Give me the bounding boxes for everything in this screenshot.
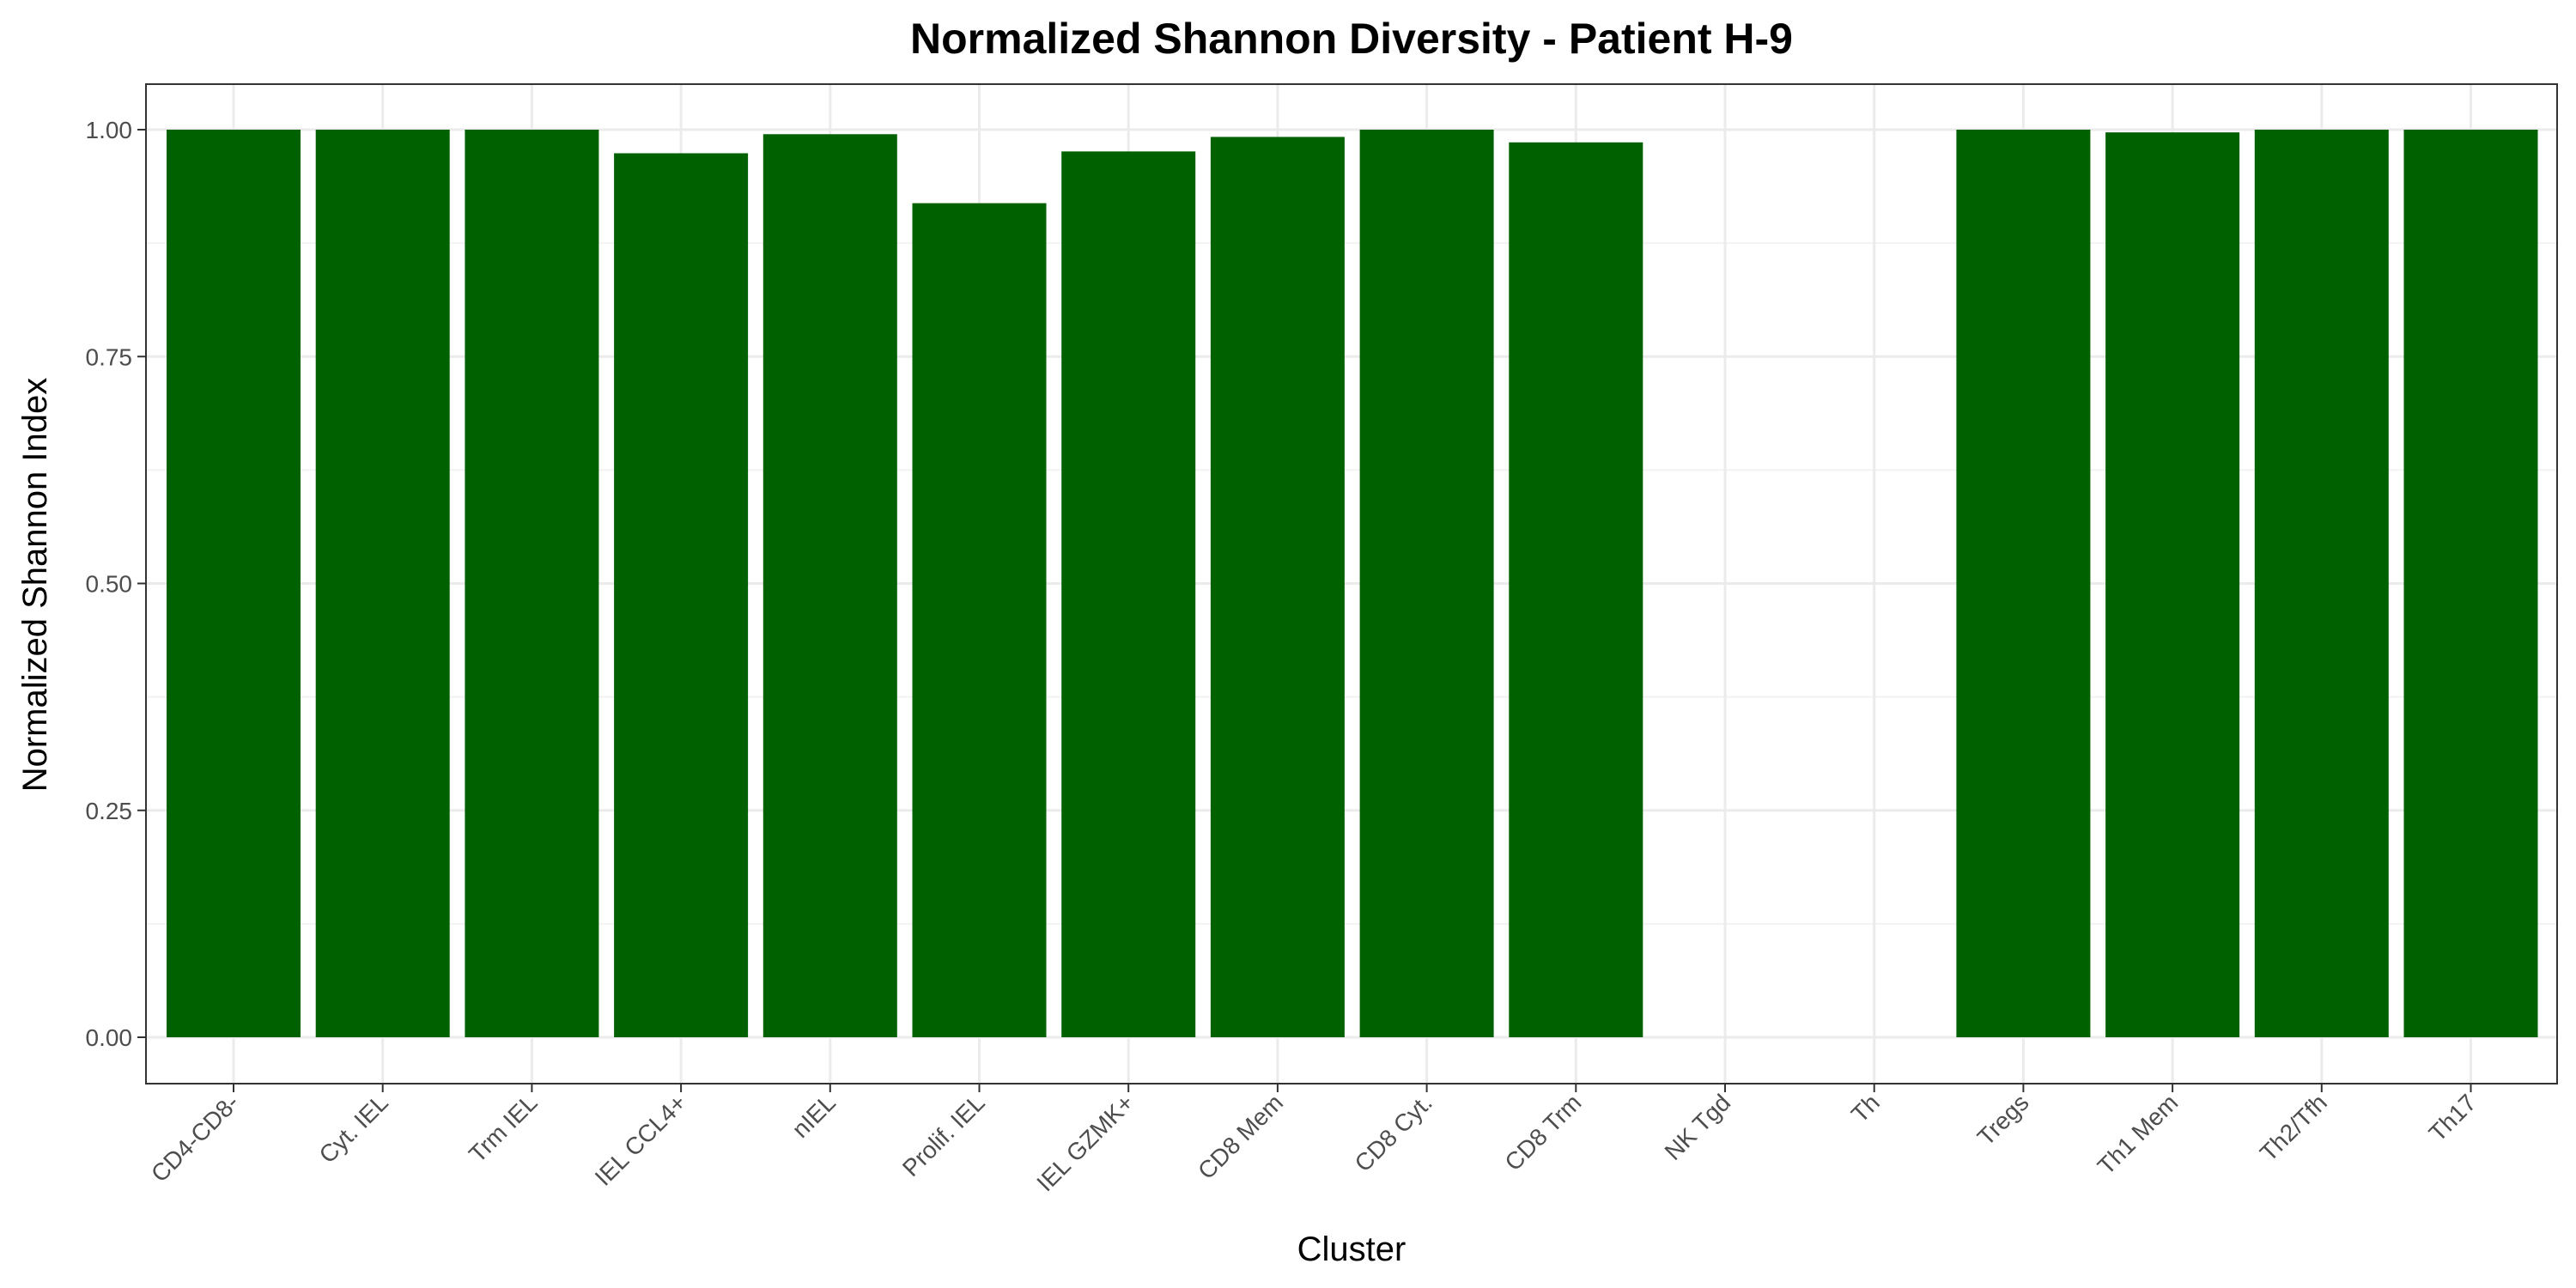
bar-prolif-iel <box>912 203 1047 1037</box>
x-axis: CD4-CD8- Cyt. IEL Trm IEL IEL CCL4+ nIEL Prol… <box>146 1084 2482 1196</box>
x-tick-label: Th2/Tfh <box>2255 1089 2332 1166</box>
x-tick-label: CD8 Mem <box>1193 1089 1288 1184</box>
x-tick-label: CD8 Trm <box>1499 1089 1586 1176</box>
x-tick-label: Tregs <box>1972 1089 2034 1151</box>
bar-trm-iel <box>465 130 599 1037</box>
y-tick-label: 0.25 <box>86 798 133 824</box>
bar-tregs <box>1956 130 2091 1037</box>
y-tick-label: 1.00 <box>86 117 133 143</box>
x-tick-label: Cyt. IEL <box>314 1089 393 1168</box>
x-tick-label: NK Tgd <box>1660 1089 1736 1165</box>
x-tick-label: CD8 Cyt. <box>1350 1089 1437 1176</box>
bar-cd8-mem <box>1210 137 1345 1037</box>
bar-cd4-cd8- <box>167 130 301 1037</box>
bar-iel-gzmk- <box>1061 151 1196 1037</box>
bar-th17 <box>2403 130 2538 1037</box>
x-tick-label: IEL GZMK+ <box>1031 1089 1139 1196</box>
y-tick-label: 0.00 <box>86 1024 133 1051</box>
bar-th2-tfh <box>2254 130 2389 1037</box>
bar-th1-mem <box>2105 132 2240 1037</box>
bar-cd8-trm <box>1509 142 1643 1038</box>
bar-iel-ccl4- <box>614 153 749 1038</box>
x-tick-label: nIEL <box>787 1089 841 1143</box>
y-axis: 0.00 0.25 0.50 0.75 1.00 <box>86 117 146 1051</box>
bar-niel <box>762 134 897 1037</box>
x-axis-title: Cluster <box>1297 1230 1406 1268</box>
bars <box>167 130 2538 1038</box>
bar-cd8-cyt- <box>1359 130 1494 1037</box>
x-tick-label: Th <box>1846 1089 1885 1127</box>
x-tick-label: Trm IEL <box>464 1089 543 1168</box>
y-tick-label: 0.50 <box>86 571 133 598</box>
x-tick-label: Th1 Mem <box>2093 1089 2184 1180</box>
y-axis-title: Normalized Shannon Index <box>16 378 54 793</box>
bar-cyt-iel <box>315 130 450 1037</box>
x-tick-label: Th17 <box>2424 1089 2482 1146</box>
x-tick-label: CD4-CD8- <box>146 1089 244 1187</box>
y-tick-label: 0.75 <box>86 343 133 370</box>
chart-title: Normalized Shannon Diversity - Patient H… <box>910 15 1793 63</box>
x-tick-label: Prolif. IEL <box>897 1089 990 1182</box>
x-tick-label: IEL CCL4+ <box>590 1089 692 1191</box>
